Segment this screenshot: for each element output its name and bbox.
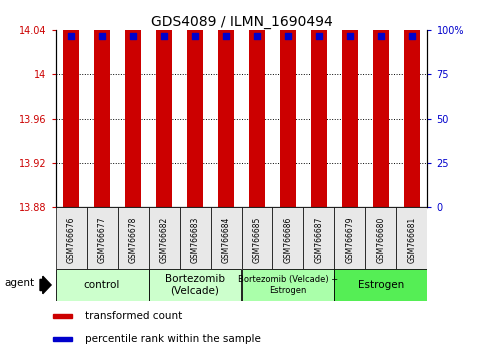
Text: GSM766687: GSM766687 (314, 216, 324, 263)
Point (160, 33, 168, 39)
Text: GSM766679: GSM766679 (345, 216, 355, 263)
FancyArrow shape (40, 276, 51, 294)
Text: GSM766685: GSM766685 (253, 216, 261, 263)
Text: GSM766686: GSM766686 (284, 216, 293, 263)
Bar (303, 207, 334, 269)
Text: GSM766680: GSM766680 (376, 216, 385, 263)
Point (129, 33, 137, 39)
Text: Bortezomib (Velcade) +
Estrogen: Bortezomib (Velcade) + Estrogen (238, 275, 338, 295)
Point (377, 33, 385, 39)
Bar (404, 0, 420, 207)
Bar (187, 0, 203, 207)
Text: percentile rank within the sample: percentile rank within the sample (85, 334, 260, 344)
Text: GSM766677: GSM766677 (98, 216, 107, 263)
Bar (86, 207, 117, 269)
Bar (373, 0, 389, 207)
Point (191, 33, 199, 39)
Title: GDS4089 / ILMN_1690494: GDS4089 / ILMN_1690494 (151, 15, 332, 29)
Bar (53, 314, 72, 318)
Bar (242, 269, 334, 301)
Bar (56, 269, 149, 301)
Text: control: control (84, 280, 120, 290)
Text: Bortezomib
(Velcade): Bortezomib (Velcade) (165, 274, 225, 296)
Point (98, 33, 106, 39)
Text: GSM766676: GSM766676 (67, 216, 75, 263)
Text: agent: agent (4, 278, 35, 289)
Bar (366, 207, 397, 269)
Text: Estrogen: Estrogen (358, 280, 404, 290)
Bar (156, 0, 172, 207)
Point (67, 33, 75, 39)
Bar (218, 0, 234, 207)
Bar (63, 0, 79, 207)
Bar (125, 0, 141, 207)
Bar (311, 0, 327, 207)
Text: GSM766683: GSM766683 (190, 216, 199, 263)
Point (346, 33, 354, 39)
Point (315, 33, 323, 39)
Bar (180, 207, 211, 269)
Bar (334, 269, 427, 301)
Text: GSM766684: GSM766684 (222, 216, 230, 263)
Bar (280, 0, 296, 207)
Bar (242, 207, 272, 269)
Point (284, 33, 292, 39)
Bar (56, 207, 86, 269)
Bar (94, 0, 110, 207)
Text: GSM766682: GSM766682 (159, 216, 169, 263)
Bar (334, 207, 366, 269)
Point (408, 33, 416, 39)
Bar (149, 269, 242, 301)
Bar (272, 207, 303, 269)
Point (253, 33, 261, 39)
Bar (211, 207, 242, 269)
Point (222, 33, 230, 39)
Bar (53, 337, 72, 341)
Bar (117, 207, 149, 269)
Text: GSM766681: GSM766681 (408, 216, 416, 263)
Text: transformed count: transformed count (85, 311, 182, 321)
Bar (149, 207, 180, 269)
Bar (249, 0, 265, 207)
Text: GSM766678: GSM766678 (128, 216, 138, 263)
Bar (342, 0, 358, 207)
Bar (397, 207, 427, 269)
